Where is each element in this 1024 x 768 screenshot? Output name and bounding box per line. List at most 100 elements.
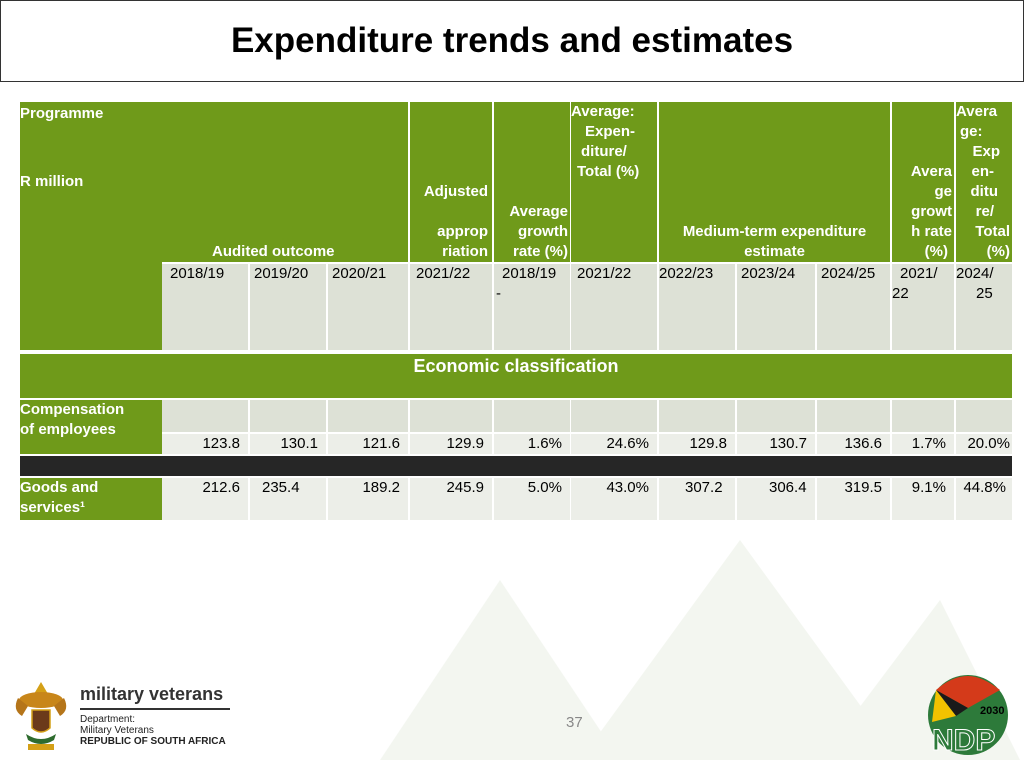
empty-cell bbox=[659, 400, 735, 432]
avg-growth2-label-1: Avera bbox=[910, 163, 952, 180]
avg-exp-label-3: diture/ bbox=[581, 143, 627, 160]
programme-header: Programme R million bbox=[20, 102, 162, 350]
value-cell: 129.8 bbox=[659, 434, 735, 454]
avg-exp-label-2: Expen- bbox=[585, 123, 636, 140]
separator-row bbox=[20, 456, 1012, 476]
value-cell: 130.7 bbox=[737, 434, 815, 454]
brand-underline bbox=[80, 708, 230, 710]
avg-growth2-label-5: (%) bbox=[924, 243, 948, 260]
empty-cell bbox=[494, 400, 570, 432]
year-cell: 2024/25 bbox=[817, 264, 890, 350]
avg-exp2-label-8: (%) bbox=[986, 243, 1010, 260]
empty-cell bbox=[250, 400, 326, 432]
avg-exp2-label-1: Avera bbox=[956, 103, 998, 120]
empty-cell bbox=[162, 400, 248, 432]
value-cell: 9.1% bbox=[892, 478, 954, 520]
section-label: Economic classification bbox=[413, 356, 619, 376]
row-label-line: of employees bbox=[20, 421, 116, 438]
average-expenditure-header-2: Avera ge: Exp en- ditu re/ Total (%) bbox=[956, 102, 1012, 262]
avg-exp2-label-4: en- bbox=[971, 163, 995, 180]
row-label-line: Compensation bbox=[20, 401, 125, 418]
value-cell: 136.6 bbox=[817, 434, 890, 454]
value-cell: 319.5 bbox=[817, 478, 890, 520]
year-cell: 2019/20 bbox=[250, 264, 326, 350]
empty-cell bbox=[956, 400, 1012, 432]
year-cell: 2023/24 bbox=[737, 264, 815, 350]
mtef-label-1: Medium-term expenditure bbox=[682, 223, 867, 240]
value-cell: 44.8% bbox=[956, 478, 1012, 520]
dept-line-3: REPUBLIC OF SOUTH AFRICA bbox=[80, 736, 226, 747]
avg-exp2-label-2: ge: bbox=[960, 123, 983, 140]
empty-cell bbox=[737, 400, 815, 432]
row-label-goods-services: Goods and services¹ bbox=[20, 478, 162, 520]
year-dash: - bbox=[496, 285, 501, 302]
value-cell: 130.1 bbox=[250, 434, 326, 454]
section-header: Economic classification bbox=[20, 354, 1012, 398]
ndp-year-text: 2030 bbox=[980, 705, 1004, 717]
avg-exp2-label-3: Exp bbox=[972, 143, 1000, 160]
adjusted-label: Adjusted bbox=[423, 183, 488, 200]
value-cell: 20.0% bbox=[956, 434, 1012, 454]
value-cell: 129.9 bbox=[410, 434, 492, 454]
ndp-2030-logo: 2030 NDP bbox=[928, 675, 1008, 758]
medium-term-header: Medium-term expenditure estimate bbox=[659, 102, 890, 262]
average-expenditure-header: Average: Expen- diture/ Total (%) bbox=[571, 102, 657, 262]
value-cell: 189.2 bbox=[328, 478, 408, 520]
rate-label: rate (%) bbox=[512, 243, 568, 260]
avg-exp2-label-5: ditu bbox=[970, 183, 999, 200]
year-cell: 2022/23 bbox=[659, 264, 735, 350]
value-cell: 245.9 bbox=[410, 478, 492, 520]
year-cell: 2021/22 bbox=[410, 264, 492, 350]
year-cell: 2021/22 bbox=[571, 264, 657, 350]
avg-growth2-label-4: h rate bbox=[911, 223, 952, 240]
empty-cell bbox=[571, 400, 657, 432]
value-cell: 5.0% bbox=[494, 478, 570, 520]
value-cell: 43.0% bbox=[571, 478, 657, 520]
department-branding: military veterans Department: Military V… bbox=[80, 684, 230, 747]
year-label: 2018/19 bbox=[502, 265, 557, 282]
empty-cell bbox=[817, 400, 890, 432]
page-title: Expenditure trends and estimates bbox=[230, 21, 794, 60]
title-box: Expenditure trends and estimates bbox=[0, 0, 1024, 82]
ndp-text: NDP bbox=[932, 724, 995, 757]
adjusted-appropriation-header: Adjusted approp riation bbox=[410, 102, 492, 262]
avg-exp2-label-6: re/ bbox=[975, 203, 994, 220]
year-label: 2024/ bbox=[956, 265, 994, 282]
value-cell: 1.6% bbox=[494, 434, 570, 454]
value-cell: 235.4 bbox=[250, 478, 326, 520]
dept-line-2: Military Veterans bbox=[80, 725, 154, 736]
brand-text: military veterans bbox=[80, 684, 224, 704]
programme-label: Programme bbox=[20, 105, 104, 122]
year-cell: 2018/19 bbox=[162, 264, 248, 350]
value-cell: 212.6 bbox=[162, 478, 248, 520]
empty-cell bbox=[410, 400, 492, 432]
year-label: 22 bbox=[892, 285, 909, 302]
year-label: 25 bbox=[976, 285, 993, 302]
dept-line-1: Department: bbox=[80, 714, 136, 725]
avg-exp2-label-7: Total bbox=[975, 223, 1010, 240]
row-label-line: services¹ bbox=[20, 499, 86, 516]
average-label: Average bbox=[509, 203, 568, 220]
row-label-compensation: Compensation of employees bbox=[20, 400, 162, 454]
row-label-line: Goods and bbox=[20, 479, 99, 496]
value-cell: 123.8 bbox=[162, 434, 248, 454]
coat-of-arms-logo bbox=[15, 682, 67, 750]
riation-label: riation bbox=[442, 243, 488, 260]
mtef-label-2: estimate bbox=[744, 243, 805, 260]
year-label: 2021/ bbox=[900, 265, 938, 282]
approp-label: approp bbox=[437, 223, 488, 240]
r-million-label: R million bbox=[20, 173, 84, 190]
page-number: 37 bbox=[566, 714, 583, 731]
year-cell: 2021/ 22 bbox=[892, 264, 954, 350]
year-cell: 2024/ 25 bbox=[956, 264, 1012, 350]
empty-cell bbox=[892, 400, 954, 432]
avg-growth2-label-2: ge bbox=[934, 183, 952, 200]
growth-label: growth bbox=[518, 223, 568, 240]
average-growth-header-2: Avera ge growt h rate (%) bbox=[892, 102, 954, 262]
value-cell: 121.6 bbox=[328, 434, 408, 454]
value-cell: 306.4 bbox=[737, 478, 815, 520]
year-cell: 2018/19 - bbox=[494, 264, 570, 350]
year-cell: 2020/21 bbox=[328, 264, 408, 350]
audited-outcome-label: Audited outcome bbox=[212, 243, 335, 260]
value-cell: 1.7% bbox=[892, 434, 954, 454]
